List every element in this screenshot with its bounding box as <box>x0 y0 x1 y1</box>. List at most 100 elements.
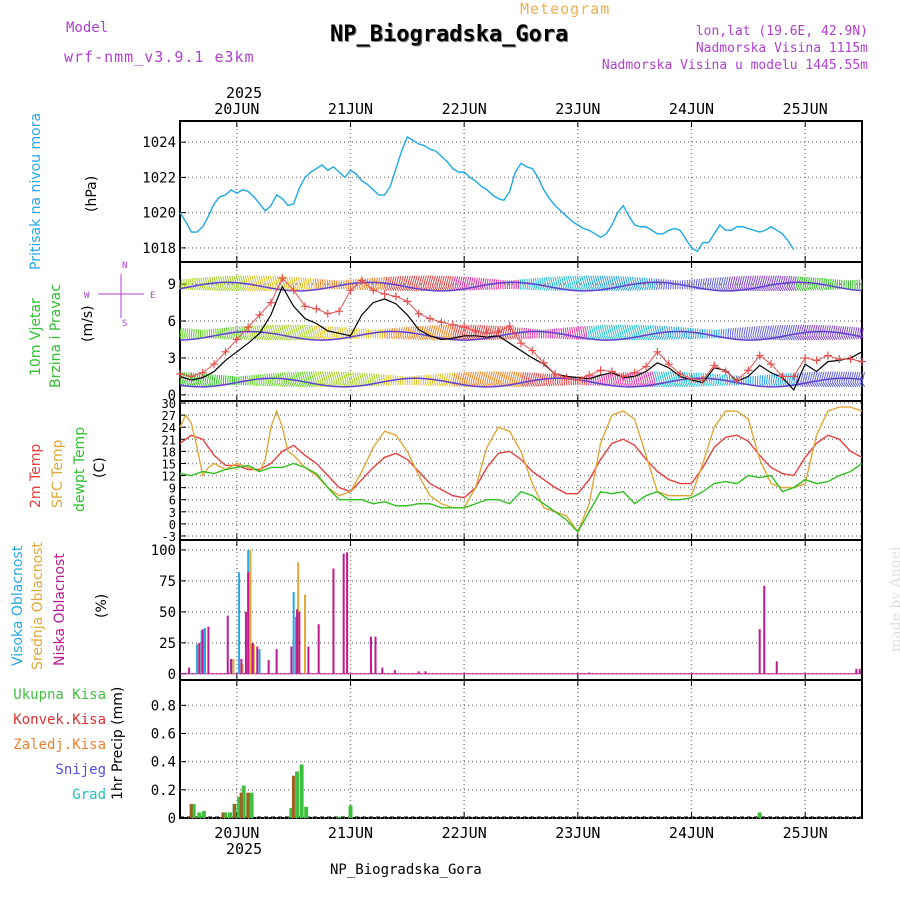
wind-speed-line <box>179 285 863 392</box>
wind-gust-marker <box>573 376 582 385</box>
low-cloud-bar <box>290 646 293 674</box>
low-cloud-bar <box>226 615 229 674</box>
low-cloud-bar <box>275 649 278 674</box>
low-cloud-bar <box>230 658 233 674</box>
high-cloud-bar <box>294 616 297 674</box>
wind-gust-marker <box>801 353 810 362</box>
pressure-line <box>179 135 795 253</box>
wind-gust-marker <box>221 347 230 356</box>
wind-gust-marker <box>323 309 332 318</box>
mid-cloud-bar <box>252 644 255 674</box>
y-tick-label: 30 <box>162 397 176 411</box>
low-cloud-bar <box>758 629 761 674</box>
wind-gust-marker <box>676 369 685 378</box>
mid-cloud-bar <box>241 663 244 674</box>
wind-gust-marker <box>380 289 389 298</box>
y-tick-label: 21 <box>162 433 176 447</box>
wind-gust-marker <box>426 314 435 323</box>
y-tick-label: 0 <box>168 811 176 827</box>
lonlat-label: lon,lat (19.6E, 42.9N) <box>695 24 868 39</box>
low-cloud-bar <box>317 624 320 674</box>
y-tick-label: 1022 <box>142 170 176 186</box>
y-tick-label: 100 <box>151 543 176 559</box>
low-cloud-bar <box>588 672 591 674</box>
low-cloud-bar <box>298 611 301 674</box>
y-tick-label: 9 <box>169 482 176 496</box>
y-tick-label: 0.6 <box>151 727 176 743</box>
compass-e: E <box>150 291 155 301</box>
wind-gust-marker <box>244 323 253 332</box>
top-year-label: 2025 <box>226 84 263 102</box>
low-cloud-bar <box>240 658 243 674</box>
low-cloud-bar <box>424 671 427 674</box>
mid-cloud-bar <box>249 549 252 674</box>
panel-frame-precip <box>179 679 863 819</box>
total-rain-bar <box>201 810 206 818</box>
wind-gust-marker <box>494 328 503 337</box>
top-day-label: 23JUN <box>555 100 600 118</box>
wind-gust-marker <box>335 307 344 316</box>
wind-band-mid <box>179 324 864 341</box>
y-tick-label: 3 <box>169 506 176 520</box>
top-day-label: 20JUN <box>214 100 259 118</box>
wind-gust-marker <box>744 366 753 375</box>
total-rain-bar <box>228 812 233 818</box>
wind-gust-marker <box>198 368 207 377</box>
legend-convective-rain: Konvek.Kisa <box>13 712 106 728</box>
low-cloud-bar <box>244 611 247 674</box>
y-tick-label: 0.2 <box>151 783 176 799</box>
y-tick-label: 75 <box>159 574 176 590</box>
legend-hail: Grad <box>72 787 106 803</box>
wind-gust-marker <box>176 369 184 378</box>
wind-gust-marker <box>312 304 321 313</box>
high-cloud-bar <box>292 592 295 674</box>
wind-gust-marker <box>357 276 366 285</box>
bottom-day-label: 22JUN <box>442 824 487 842</box>
low-cloud-bar <box>207 626 210 674</box>
total-rain-bar <box>289 808 294 818</box>
wind-gust-marker <box>596 366 605 375</box>
convective-rain-bar <box>232 803 236 818</box>
top-day-label: 21JUN <box>328 100 373 118</box>
low-cloud-bar <box>855 668 858 674</box>
wind-gust-marker <box>460 323 469 332</box>
y-tick-label: 6 <box>168 314 176 330</box>
y-tick-label: 1018 <box>142 241 176 257</box>
low-cloud-bar <box>332 568 335 674</box>
low-cloud-bar <box>256 646 259 674</box>
high-cloud-bar <box>196 644 199 674</box>
wind-gust-marker <box>403 297 412 306</box>
temp-dewpt-line <box>179 462 863 534</box>
low-cloud-bar <box>201 629 204 674</box>
panel-frame-temperature <box>179 400 863 541</box>
low-cloud-bar <box>381 667 384 674</box>
wind-gust-marker <box>289 286 298 295</box>
low-cloud-bar <box>369 636 372 674</box>
convective-rain-bar <box>189 803 193 818</box>
y-tick-label: 27 <box>162 409 176 423</box>
low-cloud-bar <box>763 585 766 674</box>
bottom-day-label: 21JUN <box>328 824 373 842</box>
wind-gust-marker <box>482 329 491 338</box>
convective-rain-bar <box>291 775 295 818</box>
y-tick-label: 18 <box>162 445 176 459</box>
wind-gust-marker <box>767 360 776 369</box>
low-cloud-bar <box>342 553 345 674</box>
y-tick-label: 0 <box>168 388 176 404</box>
wind-gust-marker <box>823 351 832 360</box>
mid-cloud-bar <box>304 594 307 674</box>
temp-2m-line <box>179 434 863 499</box>
y-tick-label: 12 <box>162 470 176 484</box>
low-cloud-bar <box>374 636 377 674</box>
wind-band-high <box>178 275 863 292</box>
model-elevation-label: Nadmorska Visina u modelu 1445.55m <box>601 58 868 73</box>
legend-freezing-rain: Zaledj.Kisa <box>13 737 106 753</box>
wind-gust-marker <box>687 374 696 383</box>
wind-gust-marker <box>778 372 787 381</box>
low-cloud-bar <box>251 642 254 674</box>
elevation-label: Nadmorska Visina 1115m <box>695 41 868 56</box>
wind-gust-marker <box>835 355 844 364</box>
y-tick-label: 0 <box>168 667 176 683</box>
wind-gust-marker <box>414 309 423 318</box>
wind-gust-marker <box>539 358 548 367</box>
